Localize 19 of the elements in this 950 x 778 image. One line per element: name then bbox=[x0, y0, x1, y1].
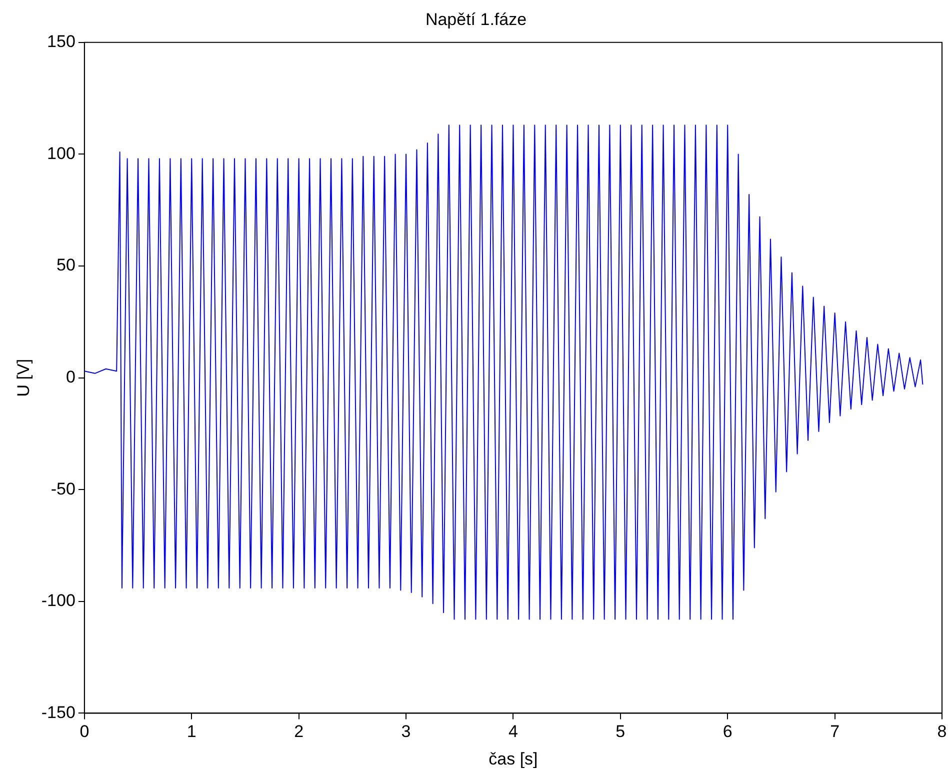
x-tick-label: 6 bbox=[722, 722, 732, 742]
y-tick-label: -150 bbox=[41, 702, 76, 722]
y-tick-label: 100 bbox=[47, 144, 76, 163]
x-tick-label: 2 bbox=[294, 722, 304, 742]
x-tick-label: 7 bbox=[830, 722, 840, 742]
x-tick-label: 3 bbox=[401, 722, 411, 742]
x-tick-label: 1 bbox=[186, 722, 196, 742]
x-axis-title: čas [s] bbox=[488, 749, 538, 768]
y-tick-label: -100 bbox=[41, 591, 76, 610]
y-tick-label: 50 bbox=[56, 256, 76, 275]
y-axis-title: U [V] bbox=[14, 358, 33, 397]
y-tick-label: -50 bbox=[50, 479, 76, 498]
y-tick-label: 150 bbox=[47, 32, 76, 52]
x-tick-label: 4 bbox=[508, 722, 518, 742]
x-tick-label: 5 bbox=[616, 722, 626, 742]
x-tick-label: 8 bbox=[937, 722, 947, 742]
chart-title: Napětí 1.fáze bbox=[425, 10, 527, 29]
y-tick-label: 0 bbox=[66, 367, 76, 386]
x-tick-label: 0 bbox=[80, 722, 90, 742]
